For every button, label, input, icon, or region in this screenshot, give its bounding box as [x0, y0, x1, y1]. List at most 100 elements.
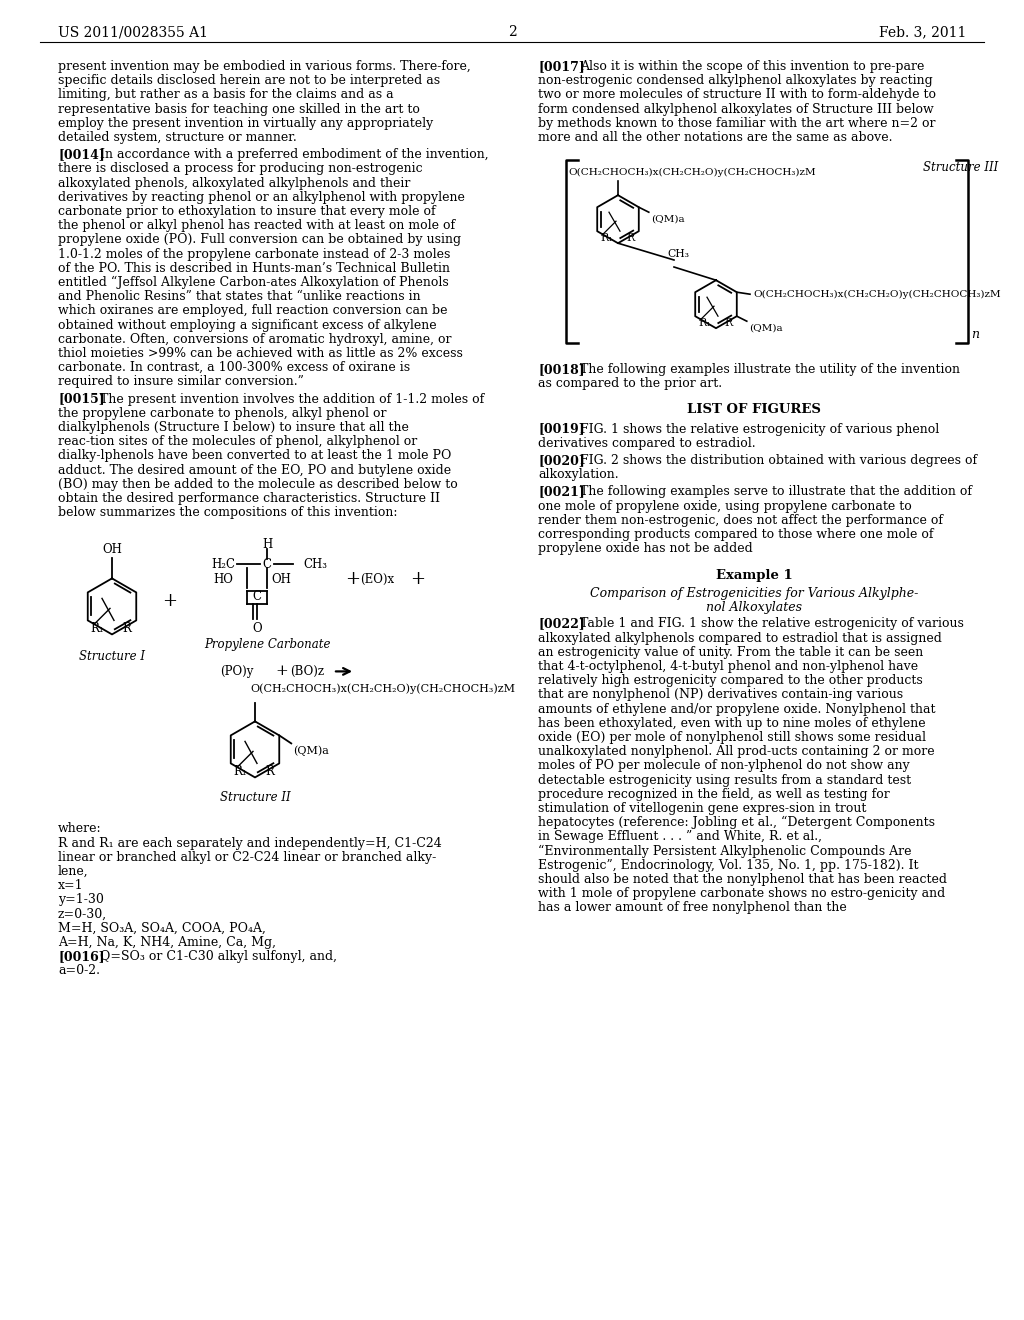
Text: R₁: R₁	[91, 623, 104, 635]
Text: [0018]: [0018]	[538, 363, 585, 376]
Text: [0017]: [0017]	[538, 59, 585, 73]
Text: two or more molecules of structure II with to form-aldehyde to: two or more molecules of structure II wi…	[538, 88, 936, 102]
Text: detailed system, structure or manner.: detailed system, structure or manner.	[58, 131, 297, 144]
Text: linear or branched alkyl or C2-C24 linear or branched alky-: linear or branched alkyl or C2-C24 linea…	[58, 851, 436, 863]
Text: form condensed alkylphenol alkoxylates of Structure III below: form condensed alkylphenol alkoxylates o…	[538, 103, 934, 116]
Text: lene,: lene,	[58, 865, 89, 878]
Text: representative basis for teaching one skilled in the art to: representative basis for teaching one sk…	[58, 103, 420, 116]
Text: (QM)a: (QM)a	[651, 214, 684, 223]
Text: non-estrogenic condensed alkylphenol alkoxylates by reacting: non-estrogenic condensed alkylphenol alk…	[538, 74, 933, 87]
Text: R: R	[627, 234, 635, 243]
Text: dialky-lphenols have been converted to at least the 1 mole PO: dialky-lphenols have been converted to a…	[58, 449, 452, 462]
Text: where:: where:	[58, 822, 101, 836]
Text: (QM)a: (QM)a	[749, 323, 782, 333]
Text: O(CH₂CHOCH₃)x(CH₂CH₂O)y(CH₂CHOCH₃)zM: O(CH₂CHOCH₃)x(CH₂CH₂O)y(CH₂CHOCH₃)zM	[250, 684, 515, 694]
Text: has been ethoxylated, even with up to nine moles of ethylene: has been ethoxylated, even with up to ni…	[538, 717, 926, 730]
Text: hepatocytes (reference: Jobling et al., “Detergent Components: hepatocytes (reference: Jobling et al., …	[538, 816, 935, 829]
Text: +: +	[345, 570, 360, 589]
Text: that 4-t-octylphenol, 4-t-butyl phenol and non-ylphenol have: that 4-t-octylphenol, 4-t-butyl phenol a…	[538, 660, 919, 673]
Text: [0014]: [0014]	[58, 148, 104, 161]
Text: more and all the other notations are the same as above.: more and all the other notations are the…	[538, 131, 893, 144]
Text: alkoxylated phenols, alkoxylated alkylphenols and their: alkoxylated phenols, alkoxylated alkylph…	[58, 177, 411, 190]
Text: has a lower amount of free nonylphenol than the: has a lower amount of free nonylphenol t…	[538, 902, 847, 915]
Text: limiting, but rather as a basis for the claims and as a: limiting, but rather as a basis for the …	[58, 88, 393, 102]
Text: FIG. 2 shows the distribution obtained with various degrees of: FIG. 2 shows the distribution obtained w…	[580, 454, 977, 467]
Text: carbonate. In contrast, a 100-300% excess of oxirane is: carbonate. In contrast, a 100-300% exces…	[58, 362, 411, 374]
Text: entitled “Jeffsol Alkylene Carbon-ates Alkoxylation of Phenols: entitled “Jeffsol Alkylene Carbon-ates A…	[58, 276, 449, 289]
Text: [0022]: [0022]	[538, 618, 585, 631]
Text: thiol moieties >99% can be achieved with as little as 2% excess: thiol moieties >99% can be achieved with…	[58, 347, 463, 360]
Text: +: +	[275, 664, 288, 678]
Text: The following examples serve to illustrate that the addition of: The following examples serve to illustra…	[580, 486, 972, 499]
Text: propylene oxide (PO). Full conversion can be obtained by using: propylene oxide (PO). Full conversion ca…	[58, 234, 461, 247]
Text: carbonate. Often, conversions of aromatic hydroxyl, amine, or: carbonate. Often, conversions of aromati…	[58, 333, 452, 346]
Text: “Environmentally Persistent Alkylphenolic Compounds Are: “Environmentally Persistent Alkylphenoli…	[538, 845, 911, 858]
Text: of the PO. This is described in Hunts-man’s Technical Bulletin: of the PO. This is described in Hunts-ma…	[58, 261, 450, 275]
Text: R₁: R₁	[233, 766, 248, 779]
Text: (QM)a: (QM)a	[293, 746, 329, 756]
Text: corresponding products compared to those where one mole of: corresponding products compared to those…	[538, 528, 934, 541]
Text: C: C	[262, 558, 271, 572]
Text: amounts of ethylene and/or propylene oxide. Nonylphenol that: amounts of ethylene and/or propylene oxi…	[538, 702, 936, 715]
Text: z=0-30,: z=0-30,	[58, 908, 108, 920]
Text: FIG. 1 shows the relative estrogenicity of various phenol: FIG. 1 shows the relative estrogenicity …	[580, 422, 939, 436]
Text: there is disclosed a process for producing non-estrogenic: there is disclosed a process for produci…	[58, 162, 423, 176]
Text: (EO)x: (EO)x	[360, 573, 394, 586]
Text: procedure recognized in the field, as well as testing for: procedure recognized in the field, as we…	[538, 788, 890, 801]
Text: by methods known to those familiar with the art where n=2 or: by methods known to those familiar with …	[538, 116, 936, 129]
Text: R: R	[725, 318, 733, 329]
Text: The following examples illustrate the utility of the invention: The following examples illustrate the ut…	[580, 363, 961, 376]
Text: R and R₁ are each separately and independently=H, C1-C24: R and R₁ are each separately and indepen…	[58, 837, 441, 850]
Text: and Phenolic Resins” that states that “unlike reactions in: and Phenolic Resins” that states that “u…	[58, 290, 421, 304]
Text: Comparison of Estrogenicities for Various Alkylphe-: Comparison of Estrogenicities for Variou…	[590, 587, 919, 601]
Text: LIST OF FIGURES: LIST OF FIGURES	[687, 403, 821, 416]
Text: specific details disclosed herein are not to be interpreted as: specific details disclosed herein are no…	[58, 74, 440, 87]
Text: [0016]: [0016]	[58, 950, 104, 964]
Text: US 2011/0028355 A1: US 2011/0028355 A1	[58, 25, 208, 40]
Text: CH₃: CH₃	[303, 558, 327, 572]
Text: Structure II: Structure II	[220, 792, 291, 804]
Text: render them non-estrogenic, does not affect the performance of: render them non-estrogenic, does not aff…	[538, 513, 943, 527]
Text: M=H, SO₃A, SO₄A, COOA, PO₄A,: M=H, SO₃A, SO₄A, COOA, PO₄A,	[58, 921, 266, 935]
Text: employ the present invention in virtually any appropriately: employ the present invention in virtuall…	[58, 116, 433, 129]
Text: which oxiranes are employed, full reaction conversion can be: which oxiranes are employed, full reacti…	[58, 305, 447, 317]
Text: Q=SO₃ or C1-C30 alkyl sulfonyl, and,: Q=SO₃ or C1-C30 alkyl sulfonyl, and,	[100, 950, 337, 964]
Text: O(CH₂CHOCH₃)x(CH₂CH₂O)y(CH₂CHOCH₃)zM: O(CH₂CHOCH₃)x(CH₂CH₂O)y(CH₂CHOCH₃)zM	[753, 289, 1000, 298]
Text: adduct. The desired amount of the EO, PO and butylene oxide: adduct. The desired amount of the EO, PO…	[58, 463, 452, 477]
Text: should also be noted that the nonylphenol that has been reacted: should also be noted that the nonylpheno…	[538, 873, 947, 886]
Text: n: n	[971, 329, 979, 341]
Text: 1.0-1.2 moles of the propylene carbonate instead of 2-3 moles: 1.0-1.2 moles of the propylene carbonate…	[58, 248, 451, 260]
Text: carbonate prior to ethoxylation to insure that every mole of: carbonate prior to ethoxylation to insur…	[58, 205, 435, 218]
Text: stimulation of vitellogenin gene expres-sion in trout: stimulation of vitellogenin gene expres-…	[538, 803, 866, 814]
Text: obtain the desired performance characteristics. Structure II: obtain the desired performance character…	[58, 492, 440, 506]
Text: [0015]: [0015]	[58, 392, 104, 405]
Text: detectable estrogenicity using results from a standard test: detectable estrogenicity using results f…	[538, 774, 911, 787]
Text: oxide (EO) per mole of nonylphenol still shows some residual: oxide (EO) per mole of nonylphenol still…	[538, 731, 926, 744]
Text: unalkoxylated nonylphenol. All prod-ucts containing 2 or more: unalkoxylated nonylphenol. All prod-ucts…	[538, 746, 935, 758]
Text: Also it is within the scope of this invention to pre-pare: Also it is within the scope of this inve…	[580, 59, 925, 73]
Text: (BO) may then be added to the molecule as described below to: (BO) may then be added to the molecule a…	[58, 478, 458, 491]
Text: obtained without employing a significant excess of alkylene: obtained without employing a significant…	[58, 318, 436, 331]
Text: propylene oxide has not be added: propylene oxide has not be added	[538, 543, 753, 556]
Text: (BO)z: (BO)z	[290, 665, 324, 678]
Text: Feb. 3, 2011: Feb. 3, 2011	[879, 25, 966, 40]
Text: Structure I: Structure I	[79, 651, 145, 664]
Text: as compared to the prior art.: as compared to the prior art.	[538, 378, 722, 391]
Text: R: R	[265, 766, 274, 779]
Text: A=H, Na, K, NH4, Amine, Ca, Mg,: A=H, Na, K, NH4, Amine, Ca, Mg,	[58, 936, 276, 949]
Text: alkoxylated alkylphenols compared to estradiol that is assigned: alkoxylated alkylphenols compared to est…	[538, 631, 942, 644]
Text: O(CH₂CHOCH₃)x(CH₂CH₂O)y(CH₂CHOCH₃)zM: O(CH₂CHOCH₃)x(CH₂CH₂O)y(CH₂CHOCH₃)zM	[568, 168, 816, 177]
Text: derivatives compared to estradiol.: derivatives compared to estradiol.	[538, 437, 756, 450]
Text: [0020]: [0020]	[538, 454, 585, 467]
Text: moles of PO per molecule of non-ylphenol do not show any: moles of PO per molecule of non-ylphenol…	[538, 759, 909, 772]
Text: reac-tion sites of the molecules of phenol, alkylphenol or: reac-tion sites of the molecules of phen…	[58, 436, 417, 449]
Text: The present invention involves the addition of 1-1.2 moles of: The present invention involves the addit…	[100, 392, 484, 405]
Text: the propylene carbonate to phenols, alkyl phenol or: the propylene carbonate to phenols, alky…	[58, 407, 386, 420]
Text: +: +	[162, 593, 177, 610]
Text: Example 1: Example 1	[716, 569, 793, 582]
Text: +: +	[410, 570, 425, 589]
Text: H: H	[262, 539, 272, 550]
Text: in Sewage Effluent . . . ” and White, R. et al.,: in Sewage Effluent . . . ” and White, R.…	[538, 830, 822, 843]
Text: alkoxylation.: alkoxylation.	[538, 469, 618, 482]
Text: Propylene Carbonate: Propylene Carbonate	[204, 639, 331, 651]
